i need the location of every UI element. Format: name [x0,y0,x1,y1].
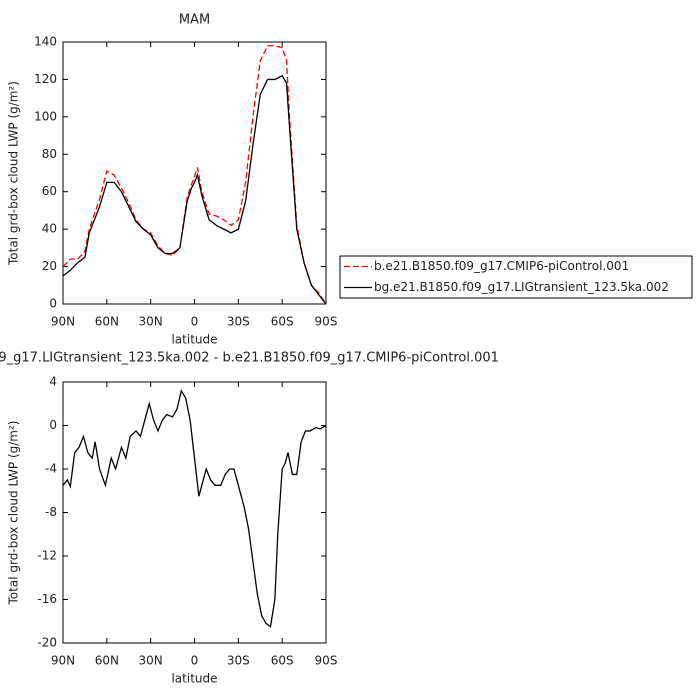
chart-title: MAM [179,13,210,28]
x-tick-label: 30N [139,315,163,329]
series-line [62,388,327,628]
x-axis-label: latitude [171,333,217,347]
x-tick-label: 30N [139,654,163,668]
y-tick-label: 80 [42,147,57,161]
x-tick-label: 90N [51,654,75,668]
x-tick-label: 60N [95,654,119,668]
x-tick-label: 0 [191,315,199,329]
legend-label: b.e21.B1850.f09_g17.CMIP6-piControl.001 [374,259,629,273]
x-tick-label: 30S [227,315,250,329]
y-tick-label: 0 [49,418,57,432]
x-tick-label: 90S [315,654,338,668]
y-tick-label: 60 [42,184,57,198]
y-tick-label: 0 [49,297,57,311]
x-tick-label: 30S [227,654,250,668]
y-tick-label: -16 [37,592,57,606]
y-tick-label: -4 [45,462,57,476]
plot-frame [62,381,327,644]
y-tick-label: -12 [37,549,57,563]
plot-frame [62,41,327,305]
x-tick-label: 0 [191,654,199,668]
y-tick-label: 120 [34,72,57,86]
x-tick-label: 90N [51,315,75,329]
chart-title: bg.e21.B1850.f09_g17.LIGtransient_123.5k… [0,351,499,366]
y-tick-label: -20 [37,636,57,650]
x-tick-label: 90S [315,315,338,329]
y-tick-label: -8 [45,505,57,519]
y-tick-label: 140 [34,35,57,49]
legend-box [339,255,693,299]
y-tick-label: 20 [42,259,57,273]
legend-label: bg.e21.B1850.f09_g17.LIGtransient_123.5k… [374,280,669,294]
x-tick-label: 60S [271,315,294,329]
y-tick-label: 40 [42,222,57,236]
y-tick-label: 100 [34,109,57,123]
y-axis-label: Total grd-box cloud LWP (g/m²) [7,81,21,266]
x-axis-label: latitude [171,672,217,686]
x-tick-label: 60S [271,654,294,668]
x-tick-label: 60N [95,315,119,329]
y-axis-label: Total grd-box cloud LWP (g/m²) [7,421,21,606]
series-line [62,74,327,305]
y-tick-label: 4 [49,375,57,389]
series-line [62,45,327,305]
